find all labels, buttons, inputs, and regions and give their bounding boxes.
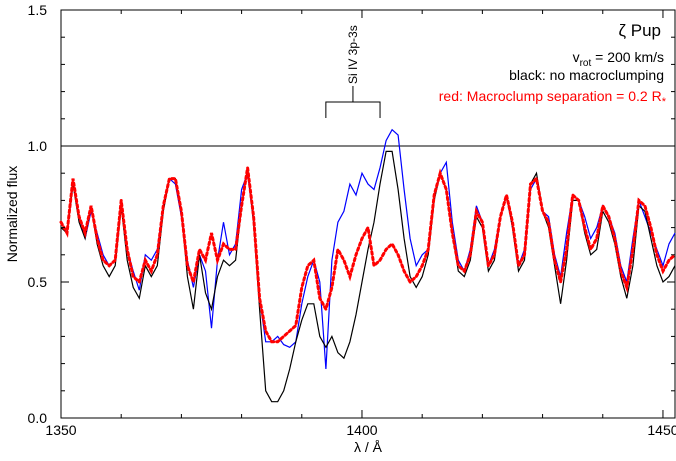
- vrot-prefix: v: [573, 49, 580, 65]
- x-tick-label: 1350: [45, 422, 76, 438]
- y-tick-label: 0.5: [28, 274, 48, 290]
- x-tick-label: 1450: [647, 422, 676, 438]
- star-label: ζ Pup: [619, 21, 661, 40]
- vrot-subscript: rot: [580, 58, 592, 69]
- red-note-text: red: Macroclump separation = 0.2 R: [439, 88, 662, 104]
- red-legend-note: red: Macroclump separation = 0.2 R*: [439, 88, 667, 108]
- red-note-subscript: *: [662, 96, 667, 108]
- y-tick-label: 1.5: [28, 2, 48, 18]
- vrot-label: vrot = 200 km/s: [573, 49, 664, 69]
- line-id-label: Si IV 3p-3s: [346, 25, 360, 84]
- ticks-layer: 1350 1400 1450 0.0 0.5 1.0 1.5: [28, 2, 676, 438]
- vrot-suffix: = 200 km/s: [591, 49, 664, 65]
- y-tick-label: 1.0: [28, 138, 48, 154]
- black-legend-note: black: no macroclumping: [509, 67, 664, 83]
- plot-frame: [60, 9, 676, 419]
- y-axis-title: Normalized flux: [4, 166, 20, 262]
- x-axis-title: λ / Å: [354, 439, 383, 455]
- line-id-bracket: [325, 86, 381, 118]
- series-layer: [59, 128, 676, 403]
- y-tick-label: 0.0: [28, 410, 48, 426]
- x-tick-label: 1400: [346, 422, 377, 438]
- series-line-3: [59, 167, 676, 344]
